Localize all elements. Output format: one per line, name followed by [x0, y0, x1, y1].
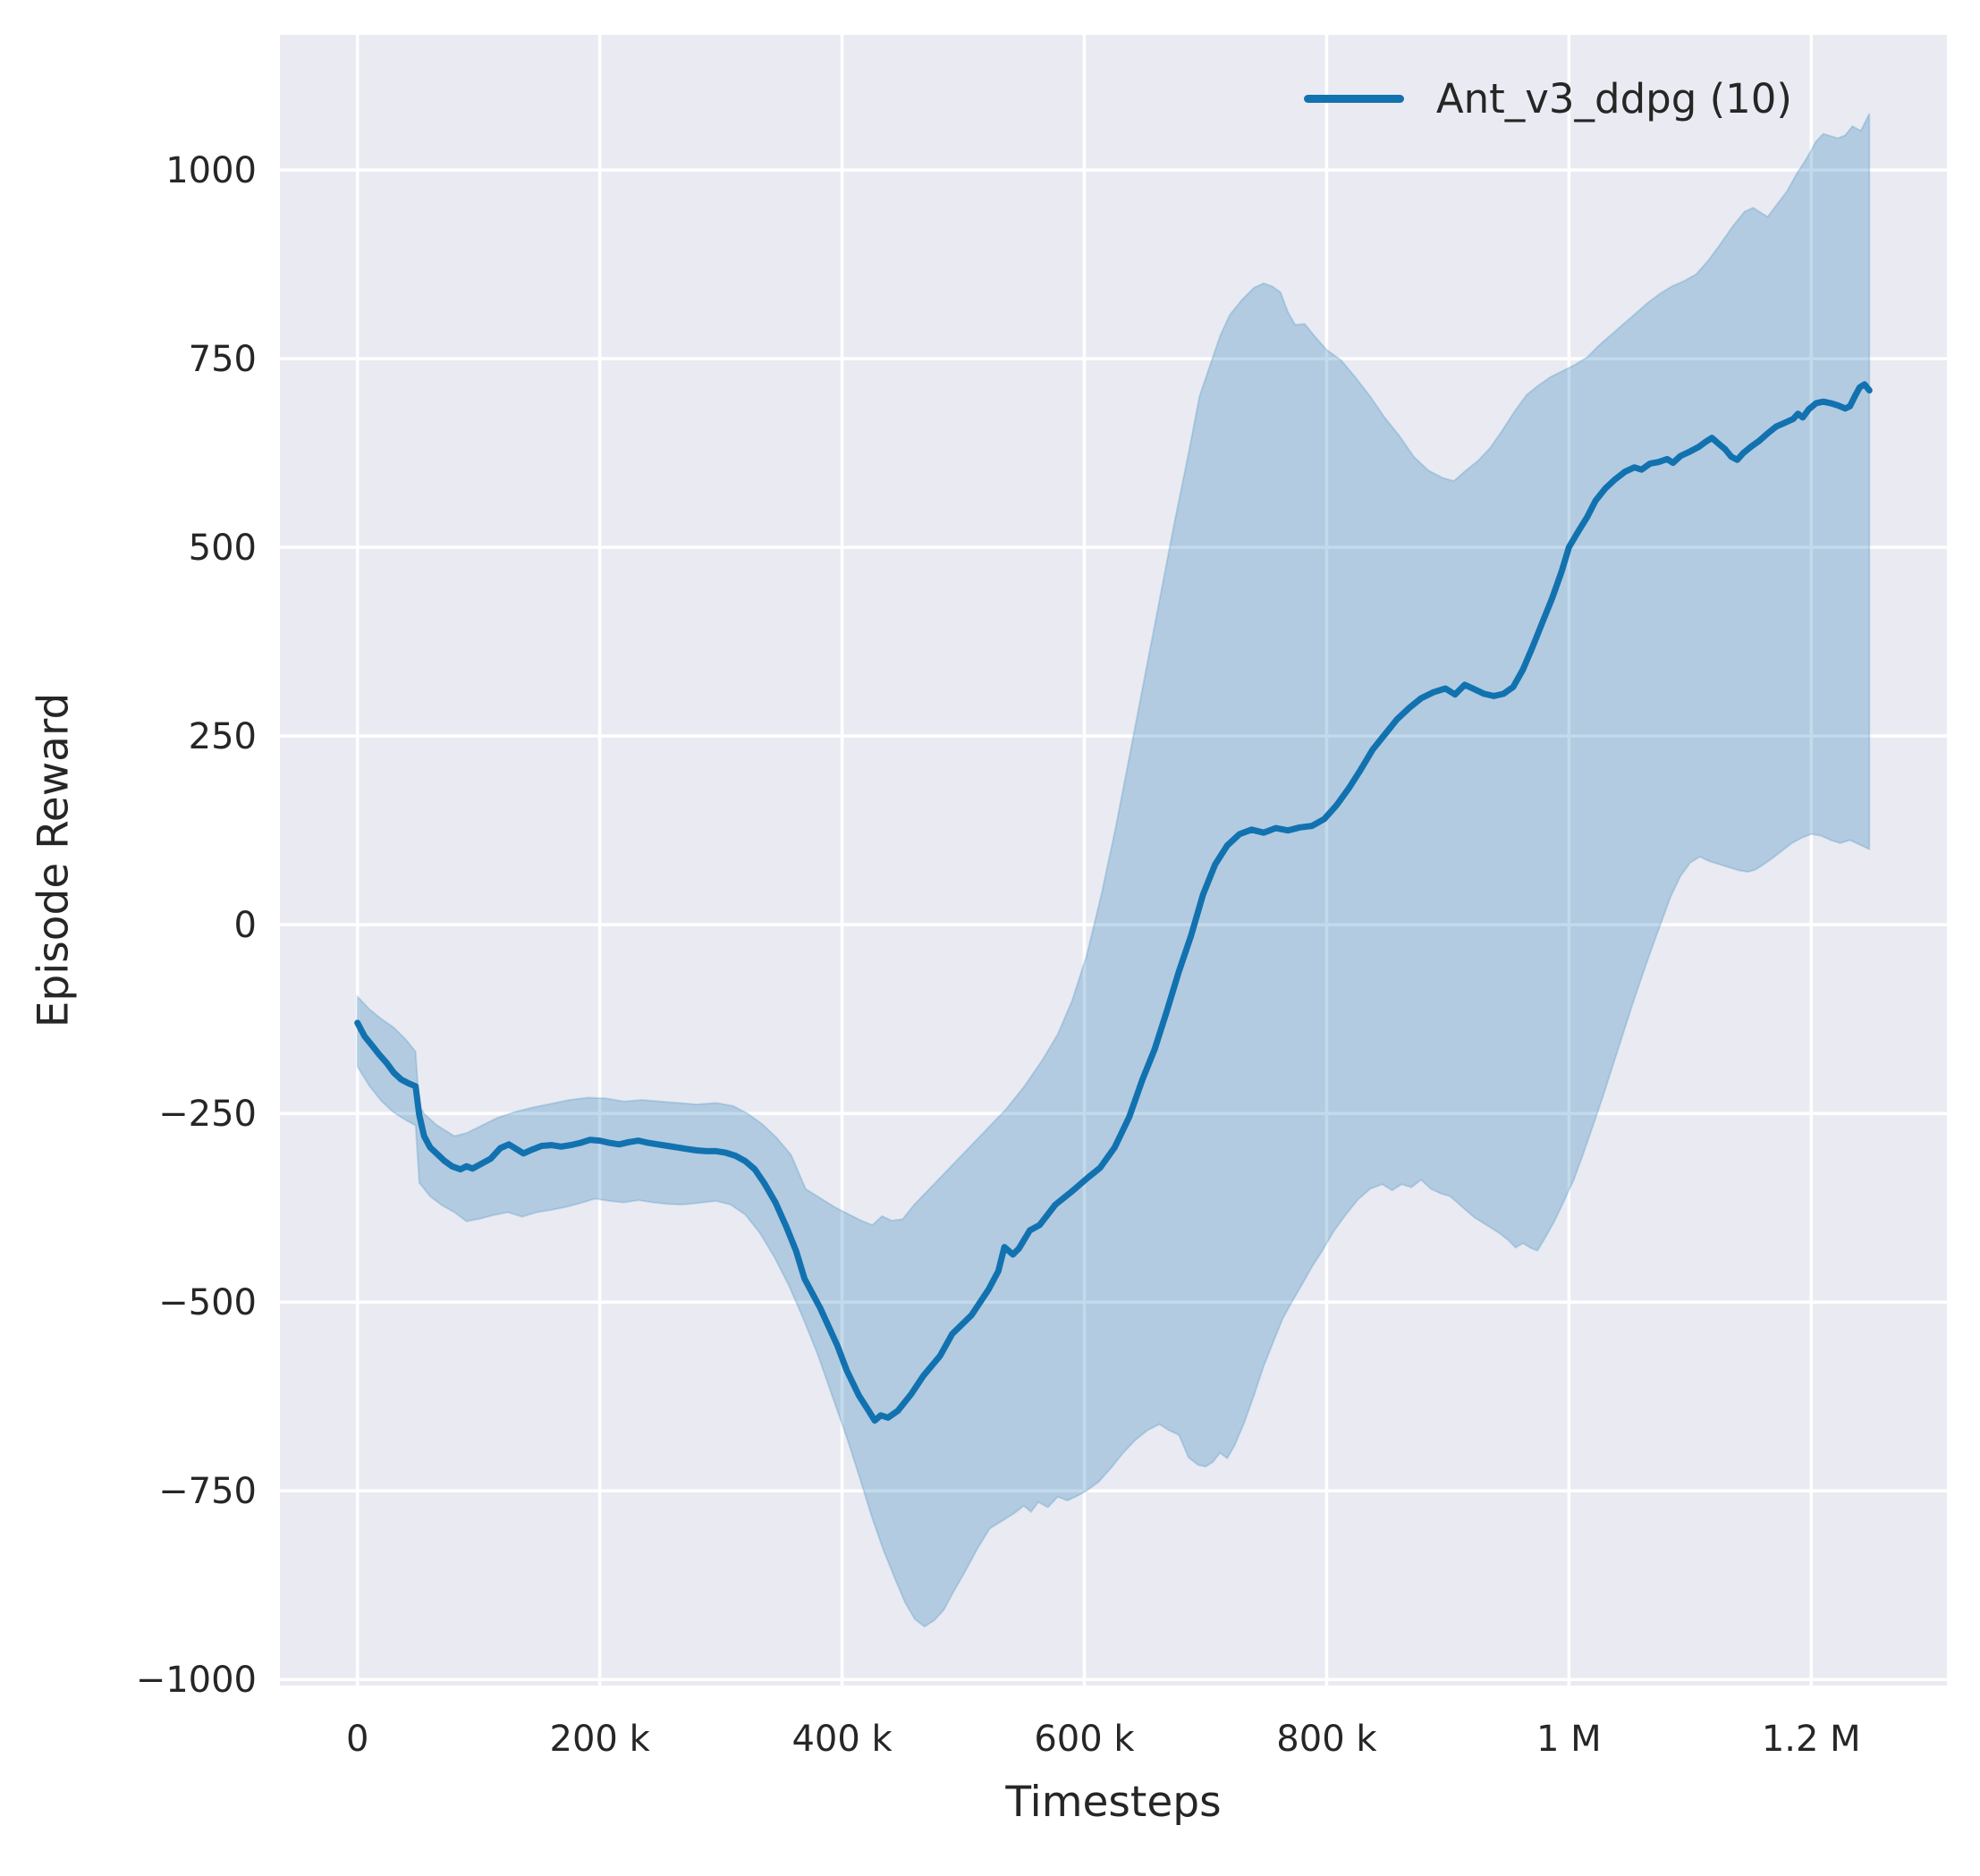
gridlines: [280, 35, 1947, 1686]
x-tick-label: 1.2 M: [1762, 1719, 1861, 1760]
x-tick-label: 1 M: [1536, 1719, 1602, 1760]
mean-reward-line: [354, 381, 1873, 1424]
x-tick-label: 200 k: [550, 1719, 651, 1760]
y-tick-label: 1000: [165, 150, 257, 191]
x-axis-label: Timesteps: [1005, 1778, 1222, 1827]
y-tick-label: −750: [158, 1471, 257, 1512]
y-tick-label: −500: [158, 1282, 257, 1323]
x-tick-labels: 0 200 k 400 k 600 k 800 k 1 M 1.2 M: [346, 1719, 1861, 1760]
y-tick-label: −1000: [136, 1660, 257, 1701]
y-axis-label: Episode Reward: [29, 692, 79, 1028]
x-tick-label: 400 k: [791, 1719, 893, 1760]
x-tick-label: 0: [346, 1719, 368, 1760]
axes-background: [280, 35, 1947, 1686]
legend: Ant_v3_ddpg (10): [1303, 75, 1792, 123]
x-tick-label: 800 k: [1276, 1719, 1377, 1760]
y-tick-label: 0: [234, 905, 257, 946]
y-tick-label: 250: [189, 716, 257, 757]
legend-line-swatch: [1303, 95, 1404, 103]
confidence-band: [356, 113, 1871, 1628]
y-tick-label: 500: [189, 528, 257, 569]
x-tick-label: 600 k: [1034, 1719, 1135, 1760]
y-tick-label: −250: [158, 1094, 257, 1135]
y-tick-labels: −1000 −750 −500 −250 0 250 500 750 1000: [136, 150, 257, 1701]
y-tick-label: 750: [189, 339, 257, 380]
legend-label: Ant_v3_ddpg (10): [1435, 75, 1792, 123]
